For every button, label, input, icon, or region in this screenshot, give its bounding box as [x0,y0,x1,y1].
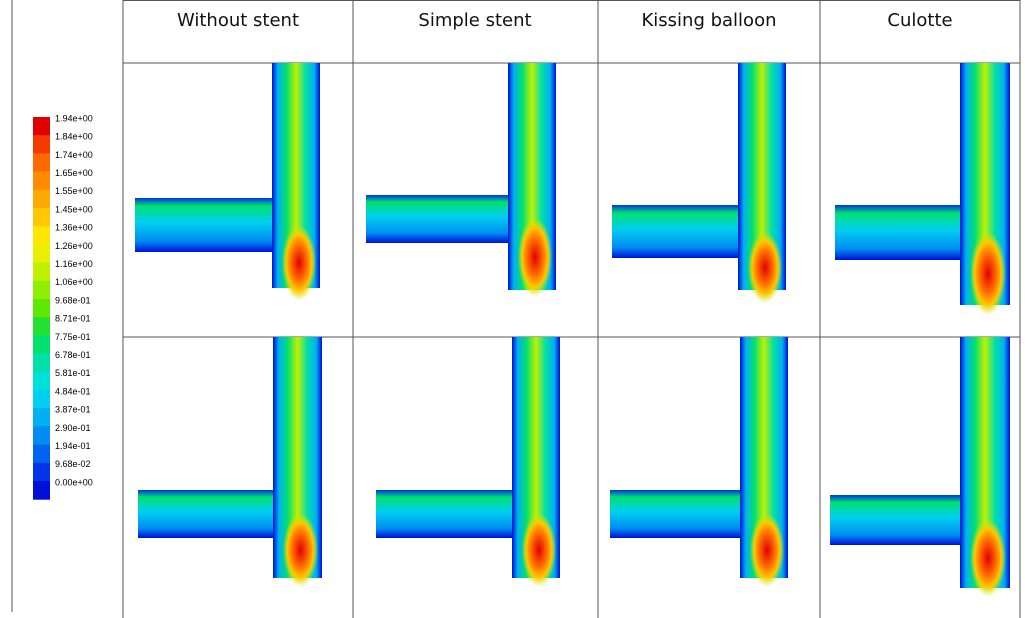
legend-label: 7.75e-01 [55,332,91,342]
flow-image [612,63,786,304]
flow-image [610,337,788,587]
legend-swatch [33,280,50,300]
legend-swatch [33,171,50,191]
legend-label: 1.94e-01 [55,441,91,451]
branch-vessel [138,490,277,538]
legend-label: 2.90e-01 [55,423,91,433]
legend-label: 4.84e-01 [55,386,91,396]
jet-core [970,231,1006,316]
legend-swatch [33,481,50,500]
jet-core [749,513,785,587]
legend-swatch [33,299,50,318]
flow-image [376,337,560,587]
legend-label: 1.26e+00 [55,241,93,251]
jet-core [970,518,1006,597]
branch-vessel [366,195,512,243]
jet-core [282,513,319,587]
legend-swatch [33,426,50,446]
branch-vessel [612,205,742,258]
legend-label: 6.78e-01 [55,350,91,360]
legend-label: 1.45e+00 [55,204,93,214]
branch-vessel [610,490,744,538]
legend-swatch [33,371,50,391]
legend-swatch [33,208,50,227]
legend-label: 1.06e+00 [55,277,93,287]
legend-label: 3.87e-01 [55,405,91,415]
legend-label: 1.36e+00 [55,223,93,233]
legend-swatch [33,408,50,427]
branch-vessel [835,205,964,260]
jet-core [747,231,783,304]
column-header: Culotte [887,10,952,31]
legend-label: 0.00e+00 [55,477,93,487]
legend-swatch [33,317,50,336]
branch-vessel [376,490,516,538]
flow-image [366,63,556,297]
branch-vessel [135,198,276,252]
legend-label: 1.55e+00 [55,186,93,196]
branch-vessel [830,495,964,545]
legend-swatch [33,335,50,355]
legend-swatch [33,262,50,282]
legend-label: 9.68e-02 [55,459,91,469]
legend-swatch [33,353,50,373]
column-header: Kissing balloon [641,10,776,31]
legend-label: 9.68e-01 [55,295,91,305]
column-header: Without stent [177,10,299,31]
jet-core [281,224,317,301]
legend-swatch [33,244,50,264]
legend-swatch [33,444,50,464]
legend-label: 8.71e-01 [55,314,91,324]
legend-label: 1.74e+00 [55,150,93,160]
flow-image [835,63,1010,316]
jet-core [517,217,553,297]
legend-swatch [33,189,50,209]
legend-label: 5.81e-01 [55,368,91,378]
legend-label: 1.16e+00 [55,259,93,269]
legend-label: 1.84e+00 [55,132,93,142]
jet-core [521,513,557,587]
legend-label: 1.65e+00 [55,168,93,178]
legend-label: 1.94e+00 [55,113,93,123]
legend-swatch [33,153,50,173]
flow-image [830,337,1010,597]
column-header: Simple stent [418,10,531,31]
flow-image [138,337,322,587]
legend-swatch [33,462,50,482]
legend-swatch [33,117,50,136]
legend-swatch [33,135,50,154]
grid-lines [11,0,1021,618]
legend-swatch [33,390,50,409]
flow-image [135,63,320,301]
legend-swatch [33,226,50,245]
